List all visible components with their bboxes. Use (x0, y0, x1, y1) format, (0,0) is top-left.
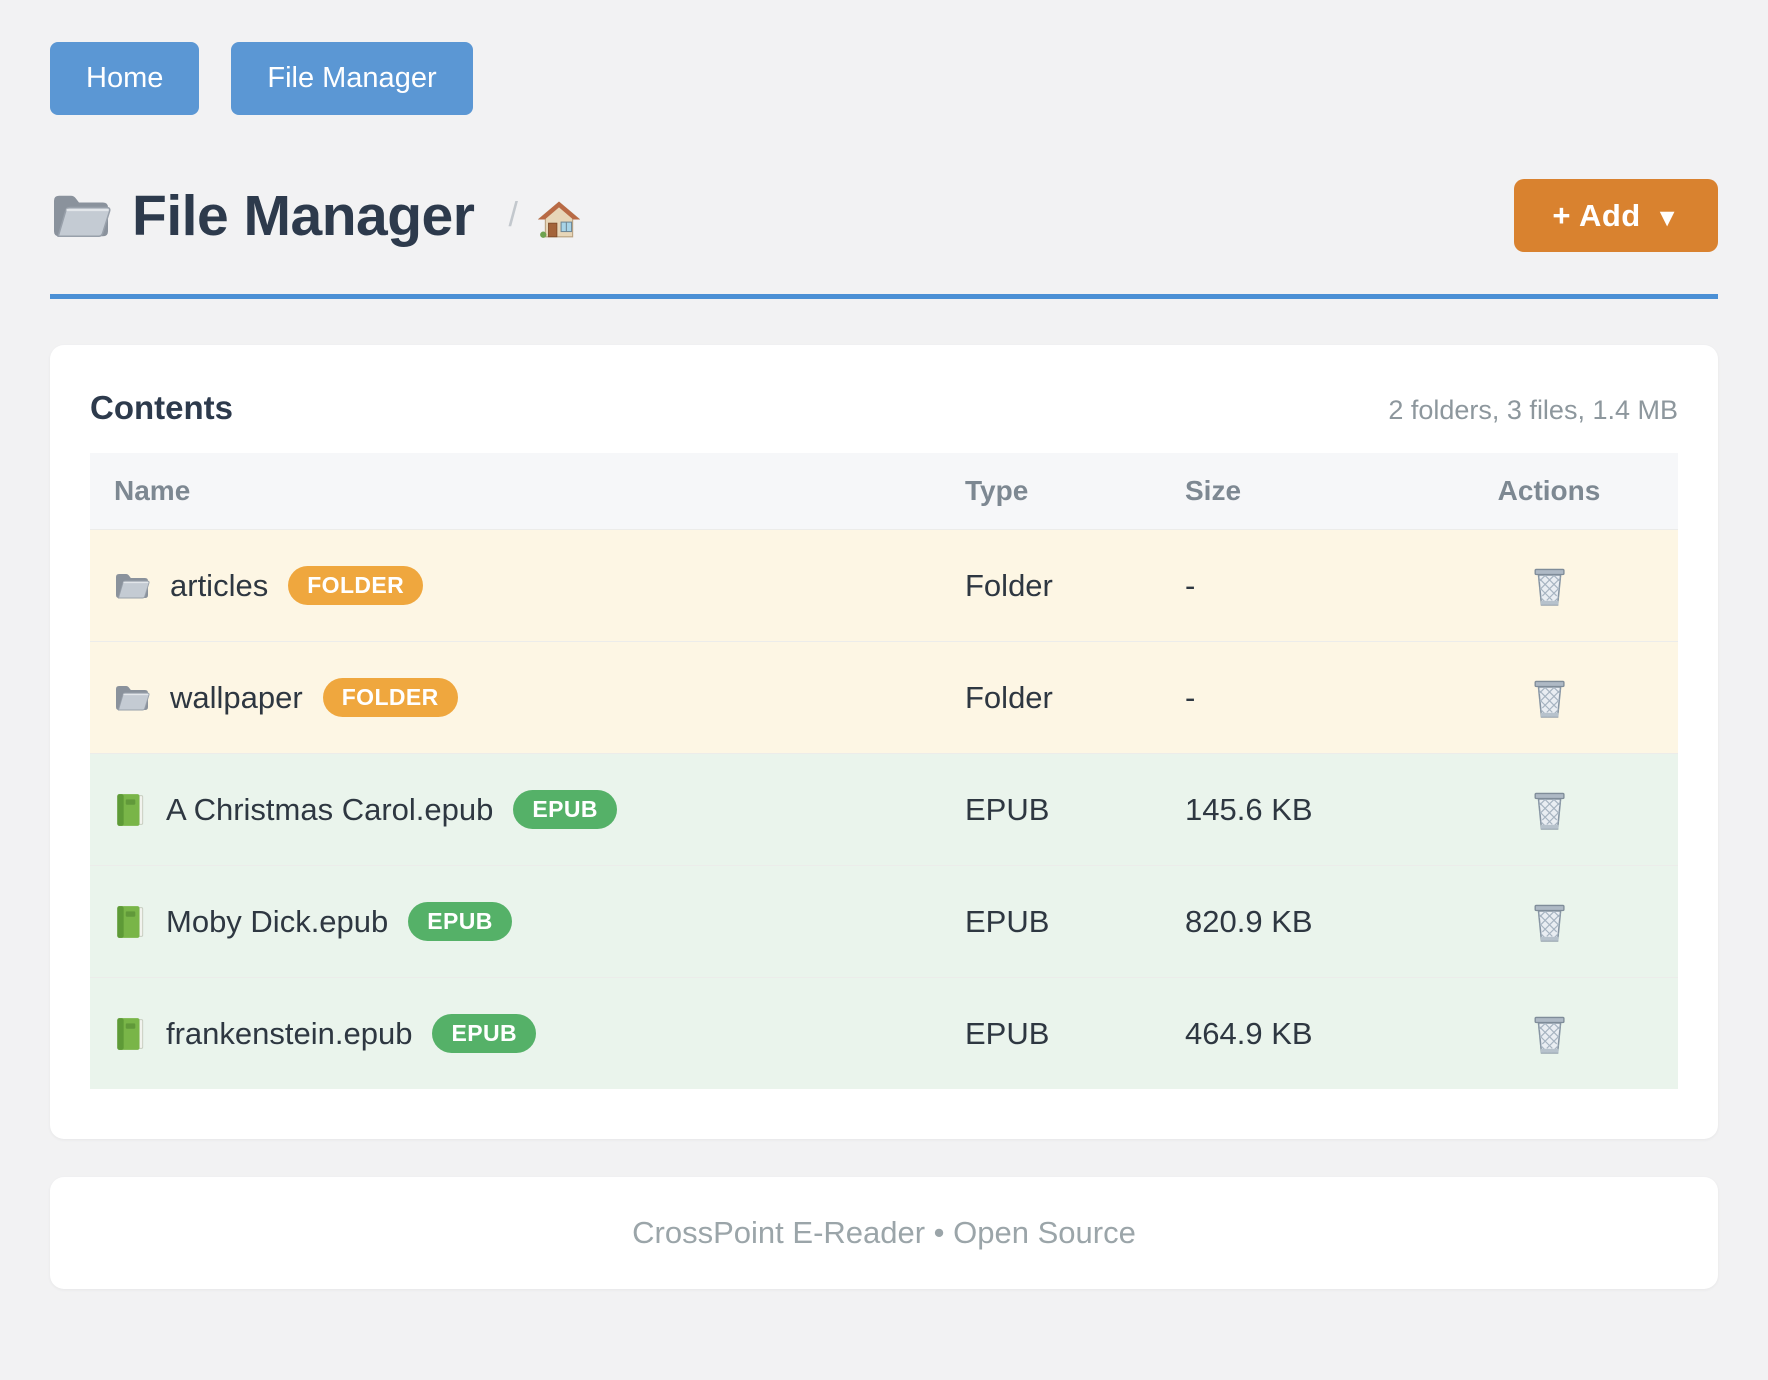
trash-icon (1530, 677, 1568, 719)
folder-icon (114, 682, 150, 714)
type-cell: Folder (965, 567, 1053, 603)
column-header-actions: Actions (1497, 475, 1601, 506)
type-cell: EPUB (965, 1015, 1050, 1051)
name-cell: Moby Dick.epub EPUB (90, 902, 945, 941)
breadcrumb-separator: / (508, 196, 518, 234)
trash-icon (1530, 565, 1568, 607)
delete-button[interactable] (1530, 677, 1568, 719)
table-row[interactable]: A Christmas Carol.epub EPUB EPUB 145.6 K… (90, 753, 1678, 865)
size-cell: 820.9 KB (1185, 903, 1313, 939)
book-icon (114, 792, 146, 828)
epub-badge: EPUB (513, 790, 617, 829)
name-cell: articles FOLDER (90, 566, 945, 605)
epub-badge: EPUB (408, 902, 512, 941)
title-row: File Manager / + Add ▼ (50, 179, 1718, 252)
footer-text: CrossPoint E-Reader • Open Source (632, 1215, 1136, 1250)
file-name-link[interactable]: A Christmas Carol.epub (166, 791, 494, 827)
folder-badge: FOLDER (322, 678, 458, 717)
delete-button[interactable] (1530, 789, 1568, 831)
house-icon[interactable] (537, 200, 581, 239)
folder-icon (50, 189, 112, 243)
home-nav-button[interactable]: Home (50, 42, 200, 115)
actions-cell (1420, 565, 1678, 607)
table-row[interactable]: wallpaper FOLDER Folder - (90, 641, 1678, 753)
name-cell: A Christmas Carol.epub EPUB (90, 790, 945, 829)
trash-icon (1530, 1013, 1568, 1055)
actions-cell (1420, 789, 1678, 831)
table-row[interactable]: Moby Dick.epub EPUB EPUB 820.9 KB (90, 865, 1678, 977)
file-name-link[interactable]: frankenstein.epub (166, 1015, 413, 1051)
book-icon (114, 1016, 146, 1052)
table-row[interactable]: articles FOLDER Folder - (90, 529, 1678, 641)
title-group: File Manager / (50, 183, 581, 249)
file-name-link[interactable]: wallpaper (170, 679, 303, 715)
delete-button[interactable] (1530, 901, 1568, 943)
contents-title: Contents (90, 389, 233, 426)
delete-button[interactable] (1530, 1013, 1568, 1055)
contents-header: Contents 2 folders, 3 files, 1.4 MB (90, 389, 1678, 427)
actions-cell (1420, 901, 1678, 943)
book-icon (114, 904, 146, 940)
trash-icon (1530, 901, 1568, 943)
type-cell: EPUB (965, 903, 1050, 939)
name-cell: wallpaper FOLDER (90, 678, 945, 717)
column-header-type: Type (965, 475, 1029, 506)
contents-summary: 2 folders, 3 files, 1.4 MB (1388, 395, 1678, 425)
folder-icon (114, 570, 150, 602)
caret-down-icon: ▼ (1654, 204, 1680, 232)
file-name-link[interactable]: articles (170, 567, 269, 603)
type-cell: EPUB (965, 791, 1050, 827)
table-row[interactable]: frankenstein.epub EPUB EPUB 464.9 KB (90, 977, 1678, 1089)
name-cell: frankenstein.epub EPUB (90, 1014, 945, 1053)
column-header-size: Size (1185, 475, 1242, 506)
contents-card: Contents 2 folders, 3 files, 1.4 MB Name… (50, 345, 1718, 1139)
size-cell: 464.9 KB (1185, 1015, 1313, 1051)
actions-cell (1420, 1013, 1678, 1055)
size-cell: - (1185, 679, 1196, 715)
footer-card: CrossPoint E-Reader • Open Source (50, 1177, 1718, 1289)
file-name-link[interactable]: Moby Dick.epub (166, 903, 389, 939)
folder-badge: FOLDER (288, 566, 424, 605)
add-button-label: + Add (1552, 198, 1641, 233)
column-header-name: Name (114, 475, 191, 506)
epub-badge: EPUB (432, 1014, 536, 1053)
file-manager-nav-button[interactable]: File Manager (231, 42, 473, 115)
file-table: Name Type Size Actions articles FOLDER F… (90, 453, 1678, 1089)
top-nav: Home File Manager (50, 42, 1718, 115)
page: Home File Manager File Manager / + Add ▼ … (50, 42, 1718, 1289)
add-button[interactable]: + Add ▼ (1514, 179, 1718, 252)
page-title: File Manager (132, 183, 475, 248)
table-header-row: Name Type Size Actions (90, 453, 1678, 529)
size-cell: - (1185, 567, 1196, 603)
title-divider (50, 294, 1718, 299)
delete-button[interactable] (1530, 565, 1568, 607)
type-cell: Folder (965, 679, 1053, 715)
actions-cell (1420, 677, 1678, 719)
trash-icon (1530, 789, 1568, 831)
size-cell: 145.6 KB (1185, 791, 1313, 827)
